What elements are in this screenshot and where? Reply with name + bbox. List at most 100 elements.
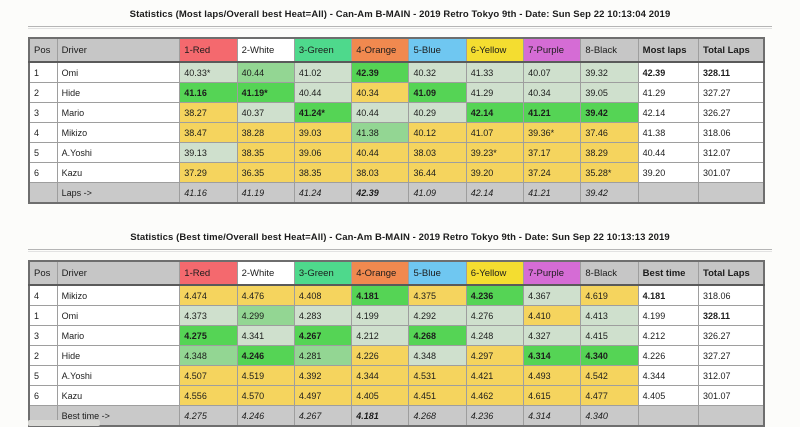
footer-best-cell: 41.19 [236,182,295,204]
time-cell: 38.28 [236,122,295,143]
time-cell: 4.341 [236,325,295,346]
pos-cell: 5 [28,142,58,163]
footer-best-cell: 41.24 [293,182,353,204]
time-cell: 40.33* [179,61,238,83]
time-cell: 38.47 [179,122,238,143]
footer-label: Laps -> [56,182,181,204]
time-cell: 4.283 [293,305,353,326]
time-cell: 38.35 [236,142,295,163]
time-cell: 4.299 [236,305,295,326]
summary-cell: 42.39 [637,61,700,83]
time-cell: 4.276 [465,305,525,326]
driver-name-cell: Mikizo [56,284,181,306]
summary-cell: 4.405 [637,385,700,406]
driver-row: 6 Kazu 37.29 36.35 38.35 38.03 36.44 39.20 37.24… [28,162,765,183]
time-cell: 37.24 [523,162,582,183]
time-cell: 40.44 [351,142,410,163]
time-cell: 4.314 [523,345,582,366]
time-cell: 39.06 [293,142,353,163]
footer-best-cell: 4.246 [236,405,295,427]
time-cell: 4.421 [465,365,525,386]
car-column-header: 7-Purple [523,260,582,286]
time-cell: 40.12 [408,122,467,143]
pos-column-header: Pos [28,260,58,286]
driver-row: 4 Mikizo 4.474 4.476 4.408 4.181 4.375 4.236 4.3… [28,284,765,306]
time-cell: 4.410 [523,305,582,326]
total-laps-cell: 318.06 [698,122,765,143]
time-cell: 39.05 [580,82,639,103]
best-time-title: Statistics (Best time/Overall best Heat=… [130,232,670,243]
time-cell: 41.38 [351,122,410,143]
pos-cell: 6 [28,162,58,183]
header-row: Pos Driver 1-Red 2-White 3-Green 4-Orange 5-Bl… [28,260,765,286]
summary-cell: 4.226 [637,345,700,366]
total-column-header: Total Laps [698,37,765,63]
time-cell: 4.615 [523,385,582,406]
time-cell: 4.474 [179,284,238,306]
time-cell: 4.531 [408,365,467,386]
time-cell: 39.03 [293,122,353,143]
driver-name-cell: A.Yoshi [56,365,181,386]
time-cell: 38.35 [293,162,353,183]
time-cell: 4.367 [523,284,582,306]
summary-cell: 39.20 [637,162,700,183]
summary-cell: 40.44 [637,142,700,163]
time-cell: 4.497 [293,385,353,406]
total-laps-cell: 327.27 [698,82,765,103]
time-cell: 4.327 [523,325,582,346]
time-cell: 4.415 [580,325,639,346]
footer-best-cell: 4.340 [580,405,639,427]
time-cell: 40.34 [523,82,582,103]
time-cell: 4.297 [465,345,525,366]
total-laps-cell: 326.27 [698,102,765,123]
driver-name-cell: Hide [56,82,181,103]
total-laps-cell: 328.11 [698,305,765,326]
time-cell: 4.212 [351,325,410,346]
divider [28,249,772,252]
time-cell: 39.32 [580,61,639,83]
time-cell: 40.34 [351,82,410,103]
time-cell: 37.46 [580,122,639,143]
pos-cell: 1 [28,61,58,83]
time-cell: 4.226 [351,345,410,366]
time-cell: 39.13 [179,142,238,163]
total-laps-cell: 312.07 [698,142,765,163]
time-cell: 4.275 [179,325,238,346]
footer-best-cell: 4.267 [293,405,353,427]
footer-row: Best time -> 4.275 4.246 4.267 4.181 4.268 4.2… [28,405,765,427]
time-cell: 4.413 [580,305,639,326]
time-cell: 4.542 [580,365,639,386]
footer-empty-cell [637,405,700,427]
total-column-header: Total Laps [698,260,765,286]
time-cell: 42.39 [351,61,410,83]
car-column-header: 1-Red [179,260,238,286]
car-column-header: 8-Black [580,260,639,286]
time-cell: 4.292 [408,305,467,326]
time-cell: 39.36* [523,122,582,143]
time-cell: 4.348 [408,345,467,366]
car-column-header: 1-Red [179,37,238,63]
time-cell: 4.408 [293,284,353,306]
car-column-header: 5-Blue [408,260,467,286]
summary-column-header: Most laps [637,37,700,63]
time-cell: 4.248 [465,325,525,346]
time-cell: 40.44 [293,82,353,103]
car-column-header: 4-Orange [351,37,410,63]
pos-column-header: Pos [28,37,58,63]
footer-best-cell: 41.16 [179,182,238,204]
header-row: Pos Driver 1-Red 2-White 3-Green 4-Orange 5-Bl… [28,37,765,63]
time-cell: 39.23* [465,142,525,163]
driver-row: 3 Mario 4.275 4.341 4.267 4.212 4.268 4.248 4.32… [28,325,765,346]
best-time-section: Statistics (Best time/Overall best Heat=… [0,229,800,427]
time-cell: 41.16 [179,82,238,103]
pos-cell: 6 [28,385,58,406]
time-cell: 41.07 [465,122,525,143]
time-cell: 4.570 [236,385,295,406]
time-cell: 40.44 [236,61,295,83]
time-cell: 4.348 [179,345,238,366]
pos-cell: 4 [28,284,58,306]
time-cell: 40.37 [236,102,295,123]
time-cell: 41.29 [465,82,525,103]
car-column-header: 3-Green [293,37,353,63]
time-cell: 38.03 [408,142,467,163]
